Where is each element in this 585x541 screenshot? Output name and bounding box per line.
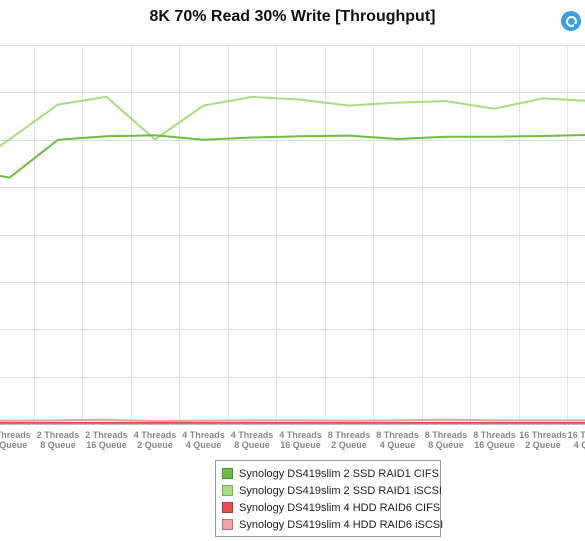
x-tick-label-line: 2 Queue [0, 440, 27, 450]
x-tick-label: 2 Threads 16 Queue [85, 430, 128, 450]
x-tick-label-line: 8 Threads [328, 430, 371, 440]
x-tick-label-line: 16 Queue [86, 440, 127, 450]
series-line-0 [0, 133, 585, 179]
x-tick-label: 4 Threads 4 Queue [182, 430, 225, 450]
legend-label: Synology DS419slim 2 SSD RAID1 iSCSI [239, 484, 442, 497]
x-tick-label-line: 2 Queue [137, 440, 173, 450]
x-tick-label-line: 2 Threads [37, 430, 80, 440]
x-tick-label-line: 8 Threads [376, 430, 419, 440]
x-tick-label-line: 16 Queue [474, 440, 515, 450]
x-tick-label-line: 4 Threads [231, 430, 274, 440]
x-tick-label-line: 8 Queue [40, 440, 76, 450]
x-tick-label-line: 8 Threads [473, 430, 516, 440]
x-tick-label: 8 Threads 8 Queue [425, 430, 468, 450]
x-tick-label: 4 Threads 16 Queue [279, 430, 322, 450]
legend: Synology DS419slim 2 SSD RAID1 CIFS Syno… [215, 460, 443, 537]
x-tick-label-line: 2 Queue [525, 440, 561, 450]
legend-item-hdd-iscsi[interactable]: Synology DS419slim 4 HDD RAID6 iSCSI [222, 516, 443, 533]
x-tick-label: 4 Threads 8 Queue [231, 430, 274, 450]
series-line-3 [0, 418, 585, 422]
x-tick-label: 2 Threads 8 Queue [37, 430, 80, 450]
x-tick-label: 8 Threads 4 Queue [376, 430, 419, 450]
x-tick-label-line: 16 Threads [519, 430, 567, 440]
x-tick-label: 8 Threads 16 Queue [473, 430, 516, 450]
x-tick-label-line: 4 Threads [134, 430, 177, 440]
x-tick-label-line: 4 Queue [574, 440, 585, 450]
x-tick-label-line: 4 Queue [186, 440, 222, 450]
x-tick-label: 8 Threads 2 Queue [328, 430, 371, 450]
menu-icon-glyph [566, 16, 577, 27]
chart-title: 8K 70% Read 30% Write [Throughput] [149, 8, 436, 25]
x-tick-label-line: 4 Queue [380, 440, 416, 450]
x-tick-label: 16 Threads 2 Queue [519, 430, 567, 450]
legend-item-hdd-cifs[interactable]: Synology DS419slim 4 HDD RAID6 CIFS [222, 499, 440, 516]
legend-item-ssd-iscsi[interactable]: Synology DS419slim 2 SSD RAID1 iSCSI [222, 482, 442, 499]
x-tick-label-line: 2 Queue [331, 440, 367, 450]
x-tick-label-line: 8 Queue [428, 440, 464, 450]
legend-label: Synology DS419slim 4 HDD RAID6 iSCSI [239, 518, 444, 531]
x-tick-label-line: 1 Threads [0, 430, 31, 440]
x-tick-label-line: 2 Threads [85, 430, 128, 440]
legend-swatch [222, 502, 233, 513]
legend-label: Synology DS419slim 4 HDD RAID6 CIFS [239, 501, 441, 514]
x-tick-label-line: 4 Threads [279, 430, 322, 440]
chart-menu-icon[interactable] [561, 11, 581, 31]
series-line-1 [0, 95, 585, 147]
x-tick-label-line: 8 Queue [234, 440, 270, 450]
x-tick-label-line: 16 Queue [280, 440, 321, 450]
x-tick-label-line: 16 Threads [568, 430, 585, 440]
x-tick-label-line: 4 Threads [182, 430, 225, 440]
legend-item-ssd-cifs[interactable]: Synology DS419slim 2 SSD RAID1 CIFS [222, 465, 439, 482]
legend-label: Synology DS419slim 2 SSD RAID1 CIFS [239, 467, 439, 480]
x-tick-label-line: 8 Threads [425, 430, 468, 440]
grid-lines [0, 45, 585, 425]
series-lines [0, 95, 585, 424]
legend-swatch [222, 485, 233, 496]
legend-swatch [222, 519, 233, 530]
x-tick-label: 4 Threads 2 Queue [134, 430, 177, 450]
legend-swatch [222, 468, 233, 479]
